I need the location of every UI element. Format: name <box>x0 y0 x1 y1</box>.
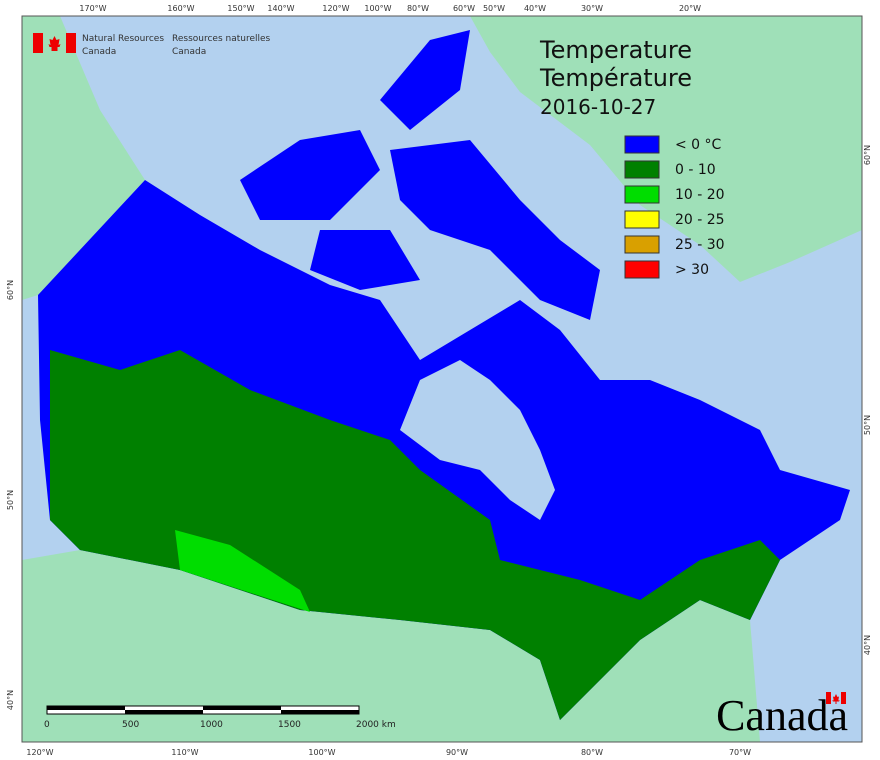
legend-swatch <box>624 210 660 229</box>
flag-bar <box>66 33 76 53</box>
longitude-label: 50°W <box>483 4 505 13</box>
alaska <box>22 16 145 300</box>
longitude-label: 20°W <box>679 4 701 13</box>
legend-swatch <box>624 185 660 204</box>
maple-leaf <box>832 694 840 704</box>
scale-segment <box>125 710 203 714</box>
warm-region <box>50 350 780 720</box>
scale-label: 1500 <box>278 720 301 730</box>
scale-bar: 0 500 1000 1500 2000 km <box>44 705 396 730</box>
legend-label: > 30 <box>675 262 709 278</box>
latitude-label: 40°N <box>6 690 15 710</box>
legend-swatch <box>624 260 660 279</box>
longitude-label: 100°W <box>308 748 335 757</box>
flag-bar <box>33 33 43 53</box>
longitude-label: 160°W <box>167 4 194 13</box>
latitude-label: 50°N <box>863 415 872 435</box>
title: Temperature <box>539 36 692 64</box>
legend-label: 0 - 10 <box>675 162 716 178</box>
date: 2016-10-27 <box>540 95 656 119</box>
longitude-label: 60°W <box>453 4 475 13</box>
longitude-label: 110°W <box>171 748 198 757</box>
org-fr: Ressources naturelles <box>172 34 271 44</box>
nrcan-logo <box>33 33 76 53</box>
longitude-label: 80°W <box>407 4 429 13</box>
flag-bar <box>841 692 846 704</box>
greenland <box>470 16 862 282</box>
flag-bar <box>826 692 831 704</box>
longitude-label: 120°W <box>322 4 349 13</box>
org-fr: Canada <box>172 47 206 57</box>
arctic-island <box>390 140 600 320</box>
scale-label: 0 <box>44 720 50 730</box>
longitude-label: 40°W <box>524 4 546 13</box>
latitude-label: 40°N <box>863 635 872 655</box>
longitude-label: 150°W <box>227 4 254 13</box>
latitude-label: 50°N <box>6 490 15 510</box>
legend-swatch <box>624 135 660 154</box>
united-states <box>22 550 760 742</box>
scale-segment <box>281 710 359 714</box>
arctic-island <box>310 230 420 290</box>
legend-swatch <box>624 235 660 254</box>
canada-wordmark: Canada <box>716 691 848 740</box>
latitude-label: 60°N <box>863 145 872 165</box>
longitude-label: 80°W <box>581 748 603 757</box>
org-en: Canada <box>82 47 116 57</box>
legend-swatch <box>624 160 660 179</box>
wordmark: Canada <box>716 691 848 740</box>
title: Température <box>539 64 692 92</box>
arctic-island <box>240 130 380 220</box>
map-frame <box>21 15 863 743</box>
latitude-label: 60°N <box>6 280 15 300</box>
scale-segment <box>47 706 125 710</box>
legend-label: 20 - 25 <box>675 212 725 228</box>
legend: < 0 °C 0 - 10 10 - 20 20 - 25 25 - 30 > 30 <box>624 135 725 279</box>
warmer-region <box>175 530 310 612</box>
scale-label: 500 <box>122 720 139 730</box>
scale-label: 1000 <box>200 720 223 730</box>
longitude-label: 90°W <box>446 748 468 757</box>
longitude-label: 30°W <box>581 4 603 13</box>
longitude-label: 70°W <box>729 748 751 757</box>
graticule-labels: 170°W 160°W 150°W 140°W 120°W 100°W 80°W 60°W 50… <box>6 4 872 757</box>
arctic-island <box>380 30 470 130</box>
longitude-label: 100°W <box>364 4 391 13</box>
legend-label: < 0 °C <box>675 137 722 153</box>
longitude-label: 170°W <box>79 4 106 13</box>
longitude-label: 140°W <box>267 4 294 13</box>
scale-segment <box>203 706 281 710</box>
org-en: Natural Resources <box>82 34 164 44</box>
legend-label: 10 - 20 <box>675 187 725 203</box>
hudson-bay <box>400 360 555 520</box>
longitude-label: 120°W <box>26 748 53 757</box>
scale-label: 2000 km <box>356 720 396 730</box>
maple-leaf <box>48 36 61 51</box>
legend-label: 25 - 30 <box>675 237 725 253</box>
